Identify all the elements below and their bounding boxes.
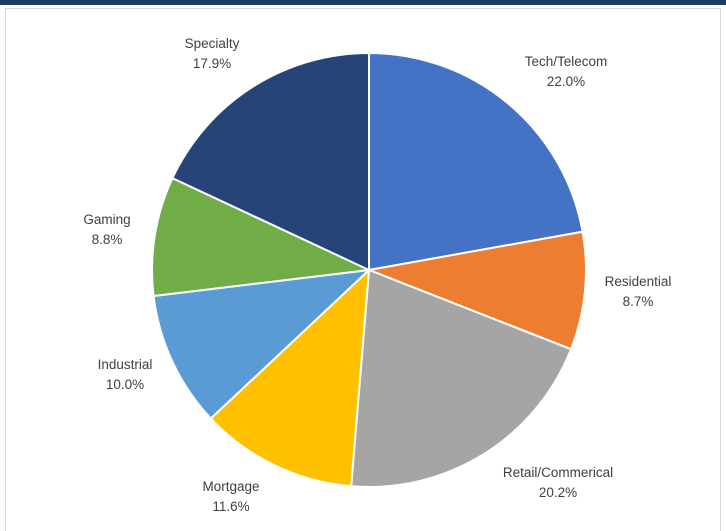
pie-slices (151, 51, 587, 488)
slice-percent-label: 8.8% (92, 232, 123, 247)
slice-name-label: Mortgage (202, 479, 259, 494)
slice-percent-label: 8.7% (623, 294, 654, 309)
pie-labels: Tech/Telecom 22.0% Residential 8.7% Retail/C… (83, 36, 671, 514)
slice-name-label: Residential (605, 274, 672, 289)
pie-slice-tech-telecom (368, 51, 584, 272)
slice-name-label: Gaming (83, 212, 130, 227)
slice-name-label: Tech/Telecom (525, 54, 608, 69)
slice-percent-label: 22.0% (547, 74, 585, 89)
slice-percent-label: 20.2% (539, 485, 577, 500)
pie-slice-industrial (152, 268, 372, 420)
pie-slice-mortgage (209, 267, 371, 488)
slice-name-label: Specialty (185, 36, 240, 51)
slice-name-label: Retail/Commerical (503, 465, 613, 480)
slice-percent-label: 17.9% (193, 56, 231, 71)
pie-slice-retail-commerical (350, 268, 573, 488)
slice-percent-label: 11.6% (212, 499, 249, 514)
pie-slice-specialty (171, 51, 370, 272)
slice-name-label: Industrial (98, 357, 153, 372)
pie-slice-gaming (151, 176, 373, 298)
slice-percent-label: 10.0% (106, 377, 144, 392)
top-accent-bar (0, 0, 726, 5)
pie-slice-residential (365, 230, 587, 351)
